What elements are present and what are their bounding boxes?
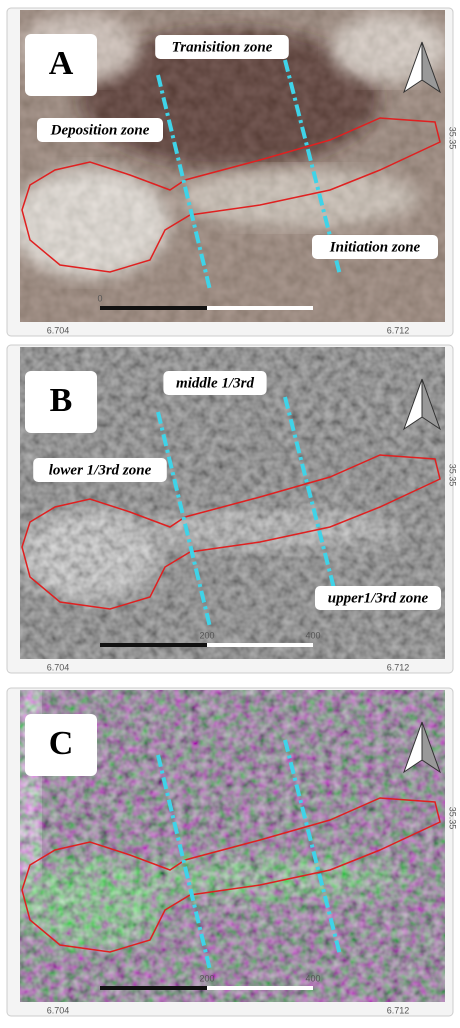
coordinate-label: 6.712 <box>387 325 410 335</box>
zone-label: Deposition zone <box>50 122 150 138</box>
panel-letter: C <box>49 725 74 762</box>
scale-label: 200 <box>199 973 214 983</box>
zone-label: Tranisition zone <box>172 39 273 55</box>
side-coordinate: 35.35 <box>448 464 458 487</box>
side-coordinate: 35.35 <box>448 807 458 830</box>
scale-label: 400 <box>305 973 320 983</box>
zone-label: lower 1/3rd zone <box>49 462 152 478</box>
zone-label: upper1/3rd zone <box>328 590 429 606</box>
coordinate-label: 6.704 <box>47 662 70 672</box>
map-panel: A Tranisition zone Deposition zone Initiati… <box>7 8 458 336</box>
scale-bar-white <box>207 306 313 310</box>
panel-letter: A <box>49 45 74 82</box>
scale-bar-white <box>207 986 313 990</box>
scale-label: 200 <box>199 630 214 640</box>
scale-label: 0 <box>97 293 102 303</box>
zone-label: middle 1/3rd <box>176 375 254 391</box>
scale-label: 400 <box>305 630 320 640</box>
side-coordinate: 35.35 <box>448 127 458 150</box>
panel-letter: B <box>50 382 73 419</box>
map-panel: C 200 400 6.704 6.712 35.35 <box>7 688 458 1016</box>
coordinate-label: 6.712 <box>387 1005 410 1015</box>
scale-bar-black <box>100 986 207 990</box>
zone-label: Initiation zone <box>329 239 421 255</box>
coordinate-label: 6.704 <box>47 1005 70 1015</box>
scale-bar-black <box>100 306 207 310</box>
coordinate-label: 6.704 <box>47 325 70 335</box>
coordinate-label: 6.712 <box>387 662 410 672</box>
scale-bar-white <box>207 643 313 647</box>
scale-bar-black <box>100 643 207 647</box>
figure: A Tranisition zone Deposition zone Initiati… <box>0 0 460 1028</box>
